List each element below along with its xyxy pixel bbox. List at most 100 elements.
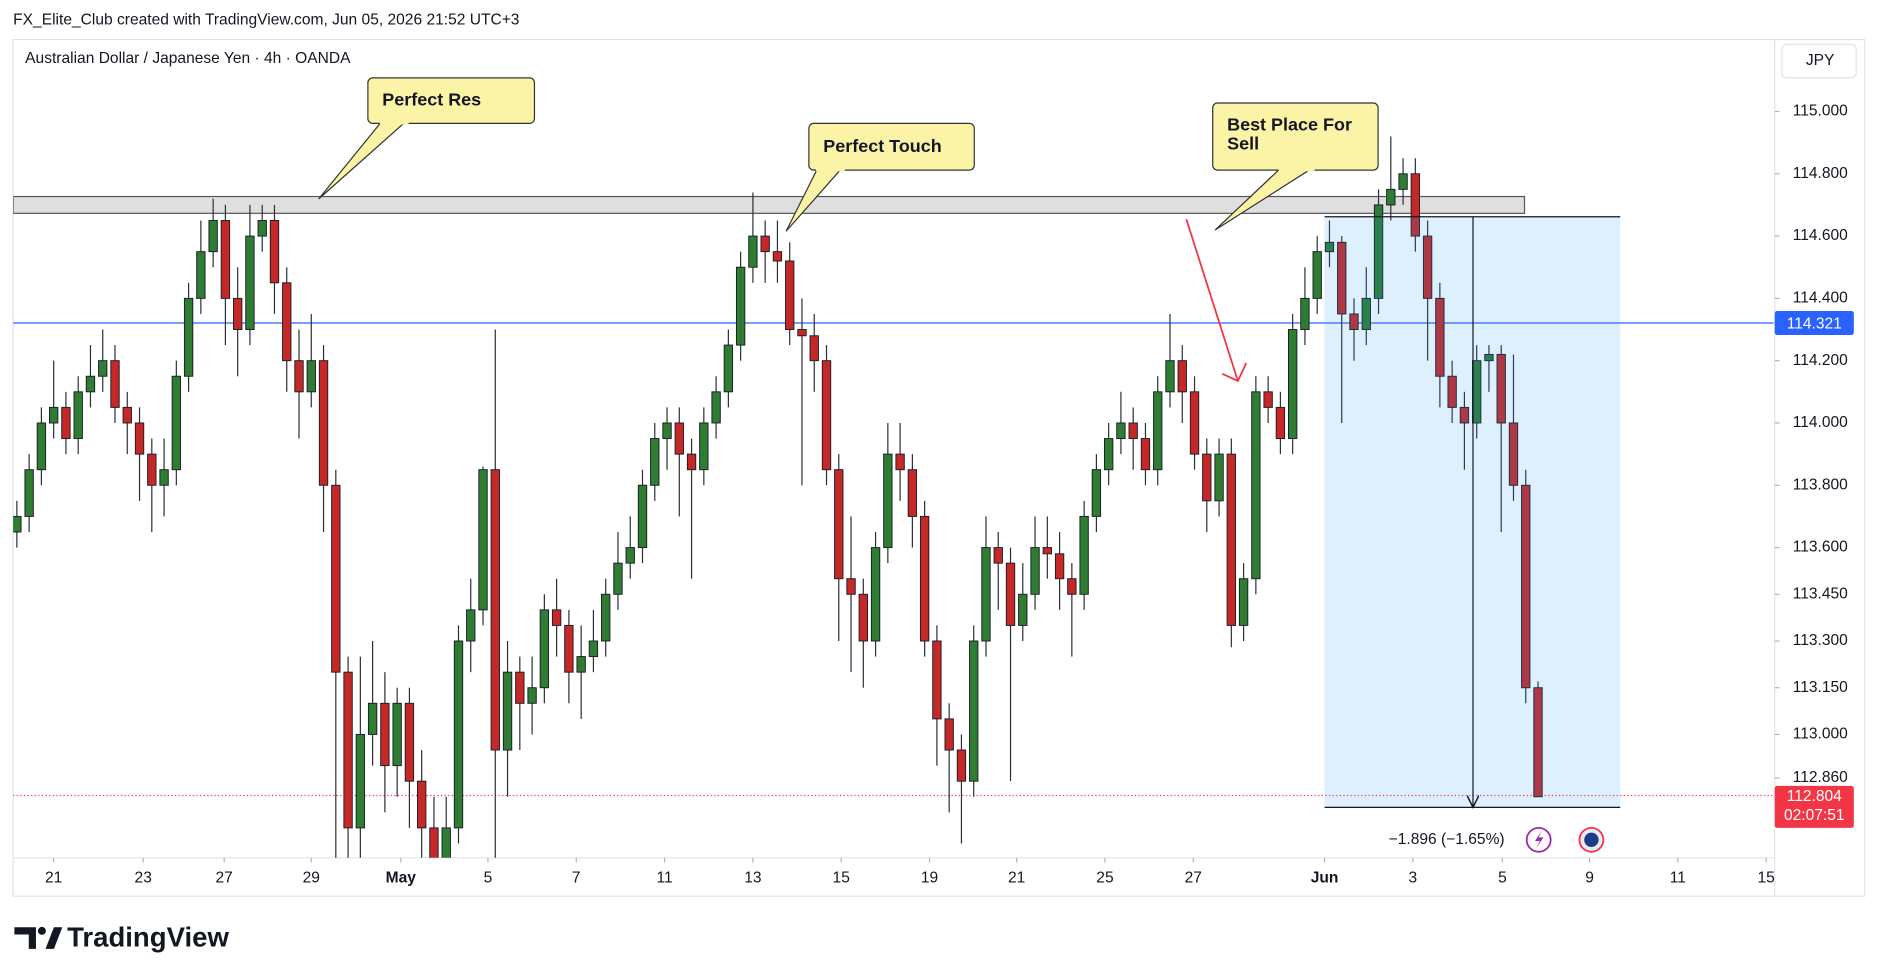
candle-body [650,438,660,486]
candle-body [1410,173,1421,237]
candle-body [686,453,697,471]
y-tick-label: 113.300 [1793,632,1848,649]
candle-body [48,406,59,424]
candle-body [1054,553,1065,580]
x-tick-label: 25 [1096,869,1113,886]
callout-box [367,77,536,124]
candle-body [1386,188,1396,206]
y-tick-label: 114.600 [1793,227,1848,244]
candle-body [1496,353,1506,424]
candle-body [1165,360,1175,393]
candle-body [1018,593,1028,626]
hline-price-label: 114.321 [1787,315,1842,332]
candle-body [1300,297,1310,331]
candle-body [208,220,218,253]
candle-body [588,640,599,658]
candle-body [846,578,856,595]
callout-text: Perfect Res [382,89,481,109]
plot-area [13,136,1774,858]
last-price-tag [1774,785,1854,828]
candle-body [723,344,734,393]
candle-body [269,220,280,284]
candle-body [1005,562,1016,626]
candle-body [73,391,83,440]
candle-body [1484,353,1494,362]
chart-frame [12,38,1866,897]
candle-body [1042,547,1052,555]
candle-body [564,624,574,673]
candle-body [110,360,120,408]
candle-body [294,360,304,393]
candle-body [331,484,341,673]
candle-body [478,469,488,611]
candle-body [1361,297,1371,331]
candle-body [809,335,819,362]
candle-body [1459,406,1470,424]
candle-body [147,453,157,486]
x-tick-label: 9 [1585,869,1594,886]
y-tick-label: 113.600 [1793,539,1848,556]
x-tick-label: 29 [303,869,320,886]
x-tick-label: 5 [1498,869,1507,886]
callout: Perfect Res [318,77,536,200]
candle-body [613,562,623,595]
candle-body [1214,453,1224,502]
candle-body [453,640,464,829]
candle-body [306,360,316,393]
candle-body [674,422,684,455]
candle-body [13,515,22,533]
candle-body [85,375,96,393]
x-tick-label: 19 [921,869,938,886]
candle-body [1508,422,1519,486]
x-tick-label: 27 [1185,869,1202,886]
candle-body [1226,453,1237,626]
candle-body [122,406,132,424]
y-tick-label: 113.000 [1793,726,1848,743]
candle-body [735,266,746,346]
candle-body [245,235,255,331]
candle-body [1287,329,1298,440]
candle-body [662,422,672,440]
x-tick-label: 11 [1670,869,1686,886]
candle-body [196,251,206,299]
candle-body [24,469,34,517]
candle-body [1067,578,1077,595]
last-price-label: 112.804 [1787,788,1842,805]
alert-icon-bolt [1535,831,1544,849]
candle-body [61,406,71,440]
candle-body [515,671,525,704]
candle-body [392,702,402,767]
resistance-zone [13,195,1526,214]
x-tick-label: May [386,869,417,886]
candle-body [748,235,758,268]
candle-body [1521,484,1531,689]
candle-body [183,297,194,377]
callout-box [808,122,975,171]
candle-body [466,609,476,642]
y-tick-label: 114.800 [1793,165,1848,182]
y-tick-label: 113.450 [1793,585,1848,602]
measure-label: −1.896 (−1.65%) [1389,831,1505,848]
candle-body [441,827,451,858]
x-tick-label: 11 [656,869,672,886]
candle-body [576,656,586,673]
candle-body [1128,422,1138,440]
candle-body [883,453,893,549]
candle-body [1373,204,1384,299]
countdown-label: 02:07:51 [1784,807,1845,824]
candle-body [343,671,353,829]
brand-logo [14,926,63,949]
x-tick-label: 21 [1008,869,1025,886]
candle-body [956,749,967,782]
candle-body [539,609,550,689]
candle-body [429,827,439,858]
symbol-title: Australian Dollar / Japanese Yen · 4h · … [25,50,351,67]
currency-box[interactable] [1781,43,1857,79]
candle-body [1337,241,1347,315]
candle-body [601,593,611,642]
candle-body [1324,241,1335,253]
candle-body [944,718,954,751]
x-tick-label: 5 [484,869,493,886]
